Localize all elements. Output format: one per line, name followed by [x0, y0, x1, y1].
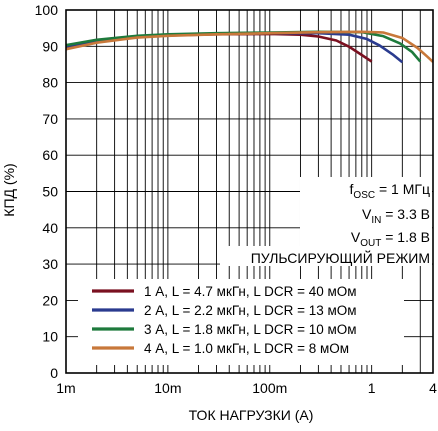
y-tick-label: 70 [42, 111, 58, 127]
y-tick-label: 60 [42, 147, 58, 163]
y-tick-label: 30 [42, 256, 58, 272]
legend-box [78, 279, 404, 365]
y-tick-label: 40 [42, 220, 58, 236]
y-tick-labels: 0 10 20 30 40 50 60 70 80 90 100 [35, 2, 59, 381]
x-tick-label: 100m [252, 380, 287, 396]
y-tick-label: 80 [42, 75, 58, 91]
series-line-4 [65, 30, 434, 63]
conditions-annotation: fOSC = 1 МГц VIN = 3.3 В VOUT = 1.8 ВПУЛЬС… [220, 177, 432, 266]
y-tick-label: 0 [50, 365, 58, 381]
y-tick-label: 10 [42, 329, 58, 345]
mode-box [220, 246, 432, 266]
plot-frame [65, 9, 434, 374]
legend-label-2: 2 А, L = 2.2 мкГн, L DCR = 13 мОм [144, 303, 357, 318]
legend-label-1: 1 А, L = 4.7 мкГн, L DCR = 40 мОм [144, 284, 357, 299]
x-tick-label: 10m [154, 380, 181, 396]
y-tick-label: 90 [42, 38, 58, 54]
vout-annotation: VOUT = 1.8 В [351, 229, 430, 249]
y-tick-label: 20 [42, 292, 58, 308]
mode-annotation: ПУЛЬСИРУЮЩИЙ РЕЖИМ [251, 249, 430, 266]
fosc-annotation: fOSC = 1 МГц [350, 181, 430, 201]
legend-label-3: 3 А, L = 1.8 мкГн, L DCR = 10 мОм [144, 322, 357, 337]
x-axis-label: ТОК НАГРУЗКИ (А) [189, 407, 314, 423]
x-tick-label: 1m [56, 380, 75, 396]
y-tick-label: 100 [35, 2, 59, 18]
legend: 1 А, L = 4.7 мкГн, L DCR = 40 мОм 2 А, L … [78, 279, 404, 365]
y-tick-label: 50 [42, 184, 58, 200]
x-tick-label: 4 [429, 380, 437, 396]
legend-label-4: 4 А, L = 1.0 мкГн, L DCR = 8 мОм [144, 341, 349, 356]
x-tick-label: 1 [368, 380, 376, 396]
y-axis-label: КПД (%) [1, 163, 17, 216]
series-lines [65, 30, 434, 64]
x-tick-labels: 1m 10m 100m 1 4 [56, 380, 437, 396]
vin-annotation: VIN = 3.3 В [362, 206, 430, 226]
